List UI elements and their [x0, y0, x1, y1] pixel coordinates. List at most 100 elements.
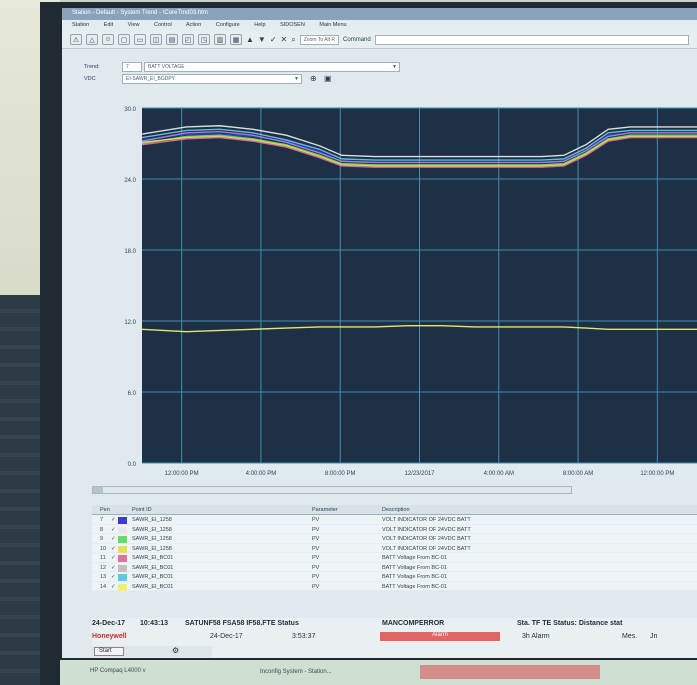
os-taskbar: HP Compaq L4000 v Inconfig System - Stat… [60, 660, 697, 685]
close-icon[interactable]: ✕ [280, 35, 288, 44]
grid-icon[interactable]: ▦ [230, 34, 242, 45]
pen-number: 9 [100, 536, 104, 542]
series-line-5 [141, 128, 697, 161]
visible-checkbox[interactable]: ✓ [111, 574, 116, 580]
table-row[interactable]: 12 SAWR_EI_BC01 PV BATT Voltage From BC-01 ✓ [92, 562, 697, 572]
x-tick-label: 12:00:00 PM [640, 471, 674, 477]
y-tick-label: 12.0 [124, 320, 136, 326]
menu-sidosen[interactable]: SIDOSEN [280, 22, 305, 28]
vdc-label: VDC [84, 76, 96, 82]
menu-help[interactable]: Help [254, 22, 266, 28]
menu-configure[interactable]: Configure [215, 22, 240, 28]
triangle-icon[interactable]: △ [86, 34, 98, 45]
arrow-up-icon[interactable]: ▲ [246, 35, 254, 44]
visible-checkbox[interactable]: ✓ [111, 526, 116, 533]
point-id: SAWR_EI_BC01 [132, 555, 174, 561]
chevron-down-icon[interactable]: ▼ [294, 76, 299, 82]
table-row[interactable]: 7 SAWR_EI_1258 PV VOLT INDICATOR OF 24VDC B… [92, 515, 697, 525]
start-button[interactable]: Start [94, 647, 124, 656]
description: BATT Voltage From BC-01 [382, 583, 447, 590]
pen-number: 13 [100, 574, 107, 580]
table-row[interactable]: 10 SAWR_EI_1258 PV VOLT INDICATOR OF 24VDC … [92, 543, 697, 553]
search-icon[interactable]: ⌕ [291, 34, 296, 44]
trend-icon[interactable]: ◰ [182, 34, 194, 45]
table-row[interactable]: 13 SAWR_EI_BC01 PV BATT Voltage From BC-01 ✓ [92, 572, 697, 582]
y-tick-label: 6.0 [128, 391, 137, 397]
visible-checkbox[interactable]: ✓ [111, 545, 116, 552]
description: BATT Voltage From BC-01 [382, 564, 447, 571]
options-icon[interactable]: ▣ [324, 74, 332, 83]
visible-checkbox[interactable]: ✓ [111, 564, 116, 571]
description: VOLT INDICATOR OF 24VDC BATT [382, 517, 471, 523]
point-id: SAWR_EI_1258 [132, 526, 172, 533]
report-icon[interactable]: ▥ [214, 34, 226, 45]
detail-icon[interactable]: ◳ [198, 34, 210, 45]
description: VOLT INDICATOR OF 24VDC BATT [382, 526, 471, 533]
x-tick-label: 8:00:00 PM [325, 471, 356, 477]
horizontal-scrollbar[interactable] [92, 486, 572, 494]
trend-label: Trend: [84, 64, 100, 70]
trend-select[interactable]: BATT VOLTAGE ▼ [144, 62, 400, 72]
people-icon[interactable]: ☺ [102, 34, 114, 45]
menu-control[interactable]: Control [154, 22, 172, 28]
check-icon[interactable]: ✓ [269, 35, 277, 44]
parameter: PV [312, 526, 320, 533]
table-row[interactable]: 11 SAWR_EI_BC01 PV BATT Voltage From BC-01 ✓ [92, 553, 697, 563]
vdc-row: VDC EI-SAWR_EI_BGDPY ▼ ⊕ ▣ [62, 73, 697, 85]
arrow-down-icon[interactable]: ▼ [257, 35, 266, 44]
goto-input[interactable]: Zoom To Alt R [299, 34, 340, 45]
trend-number-field[interactable]: 7 [122, 62, 142, 72]
taskbar-highlight[interactable] [420, 665, 600, 679]
frame-icon[interactable]: ▭ [134, 34, 146, 45]
window-icon[interactable]: ▢ [118, 34, 130, 45]
vdc-select[interactable]: EI-SAWR_EI_BGDPY ▼ [122, 74, 302, 84]
zoom-icon[interactable]: ⊕ [310, 74, 317, 83]
status-date: 24-Dec-17 [92, 620, 126, 627]
parameter: PV [312, 574, 320, 580]
visible-checkbox[interactable]: ✓ [111, 517, 116, 523]
table-row[interactable]: 14 SAWR_EI_BC01 PV BATT Voltage From BC-01 ✓ [92, 581, 697, 591]
trend-plot: 30.0 24.0 18.0 12.0 6.0 0.0 12:00:00 PM 4:00:00… [124, 107, 697, 477]
menu-station[interactable]: Station [72, 22, 90, 28]
trend-select-value: BATT VOLTAGE [148, 64, 185, 70]
taskbar-item-1[interactable]: HP Compaq L4000 v [90, 668, 146, 674]
pen-color-swatch [118, 536, 127, 543]
vdc-select-value: EI-SAWR_EI_BGDPY [126, 76, 175, 82]
taskbar-item-2[interactable]: Inconfig System - Station... [260, 669, 332, 675]
visible-checkbox[interactable]: ✓ [111, 583, 116, 590]
chevron-down-icon[interactable]: ▼ [392, 64, 397, 70]
header-description: Description [382, 507, 410, 513]
alarm-indicator[interactable]: Alarm [380, 632, 500, 641]
pen-color-swatch [118, 574, 127, 581]
menu-edit[interactable]: Edit [103, 22, 114, 28]
visible-checkbox[interactable]: ✓ [111, 536, 116, 542]
scroll-thumb[interactable] [93, 487, 103, 493]
group-icon[interactable]: ▤ [166, 34, 178, 45]
point-id: SAWR_EI_BC01 [132, 583, 174, 590]
display-icon[interactable]: ◫ [150, 34, 162, 45]
header-point-id: Point ID [132, 507, 152, 513]
description: VOLT INDICATOR OF 24VDC BATT [382, 536, 471, 542]
alarm-icon[interactable]: ⚠ [70, 34, 82, 45]
parameter: PV [312, 555, 320, 561]
start-bar: Start ⚙ [92, 646, 212, 657]
visible-checkbox[interactable]: ✓ [111, 555, 116, 561]
table-row[interactable]: 8 SAWR_EI_1258 PV VOLT INDICATOR OF 24VDC B… [92, 524, 697, 534]
point-id: SAWR_EI_1258 [132, 536, 172, 542]
pen-color-swatch [118, 564, 127, 572]
pen-color-swatch [118, 583, 127, 591]
table-row[interactable]: 9 SAWR_EI_1258 PV VOLT INDICATOR OF 24VDC B… [92, 534, 697, 544]
pen-number: 14 [100, 583, 107, 590]
gear-icon[interactable]: ⚙ [172, 646, 180, 655]
menu-main[interactable]: Main Menu [319, 22, 347, 28]
status-bar: 24-Dec-17 10:43:13 SATUNF58 FSA58 IF58.F… [92, 618, 697, 658]
command-input[interactable] [374, 34, 689, 45]
menu-action[interactable]: Action [186, 22, 202, 28]
series-line-3 [141, 135, 697, 167]
description: VOLT INDICATOR OF 24VDC BATT [382, 545, 471, 552]
y-tick-label: 0.0 [128, 462, 137, 468]
pen-number: 8 [100, 526, 104, 533]
series-line-2 [141, 134, 697, 166]
menu-view[interactable]: View [127, 22, 140, 28]
pen-number: 12 [100, 564, 107, 571]
